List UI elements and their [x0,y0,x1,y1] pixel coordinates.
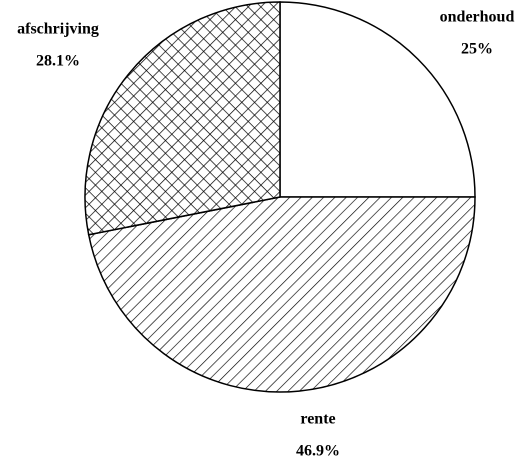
slice-value-label: 46.9% [296,443,340,460]
slice-value-label: 25% [461,41,493,58]
slice-label: onderhoud [440,9,515,26]
pie-slice [84,1,281,236]
pie-slice [279,1,476,198]
pie-slice [87,196,476,393]
slice-value-label: 28.1% [36,53,80,70]
slice-label: rente [300,411,335,428]
slice-label: afschrijving [17,21,99,38]
